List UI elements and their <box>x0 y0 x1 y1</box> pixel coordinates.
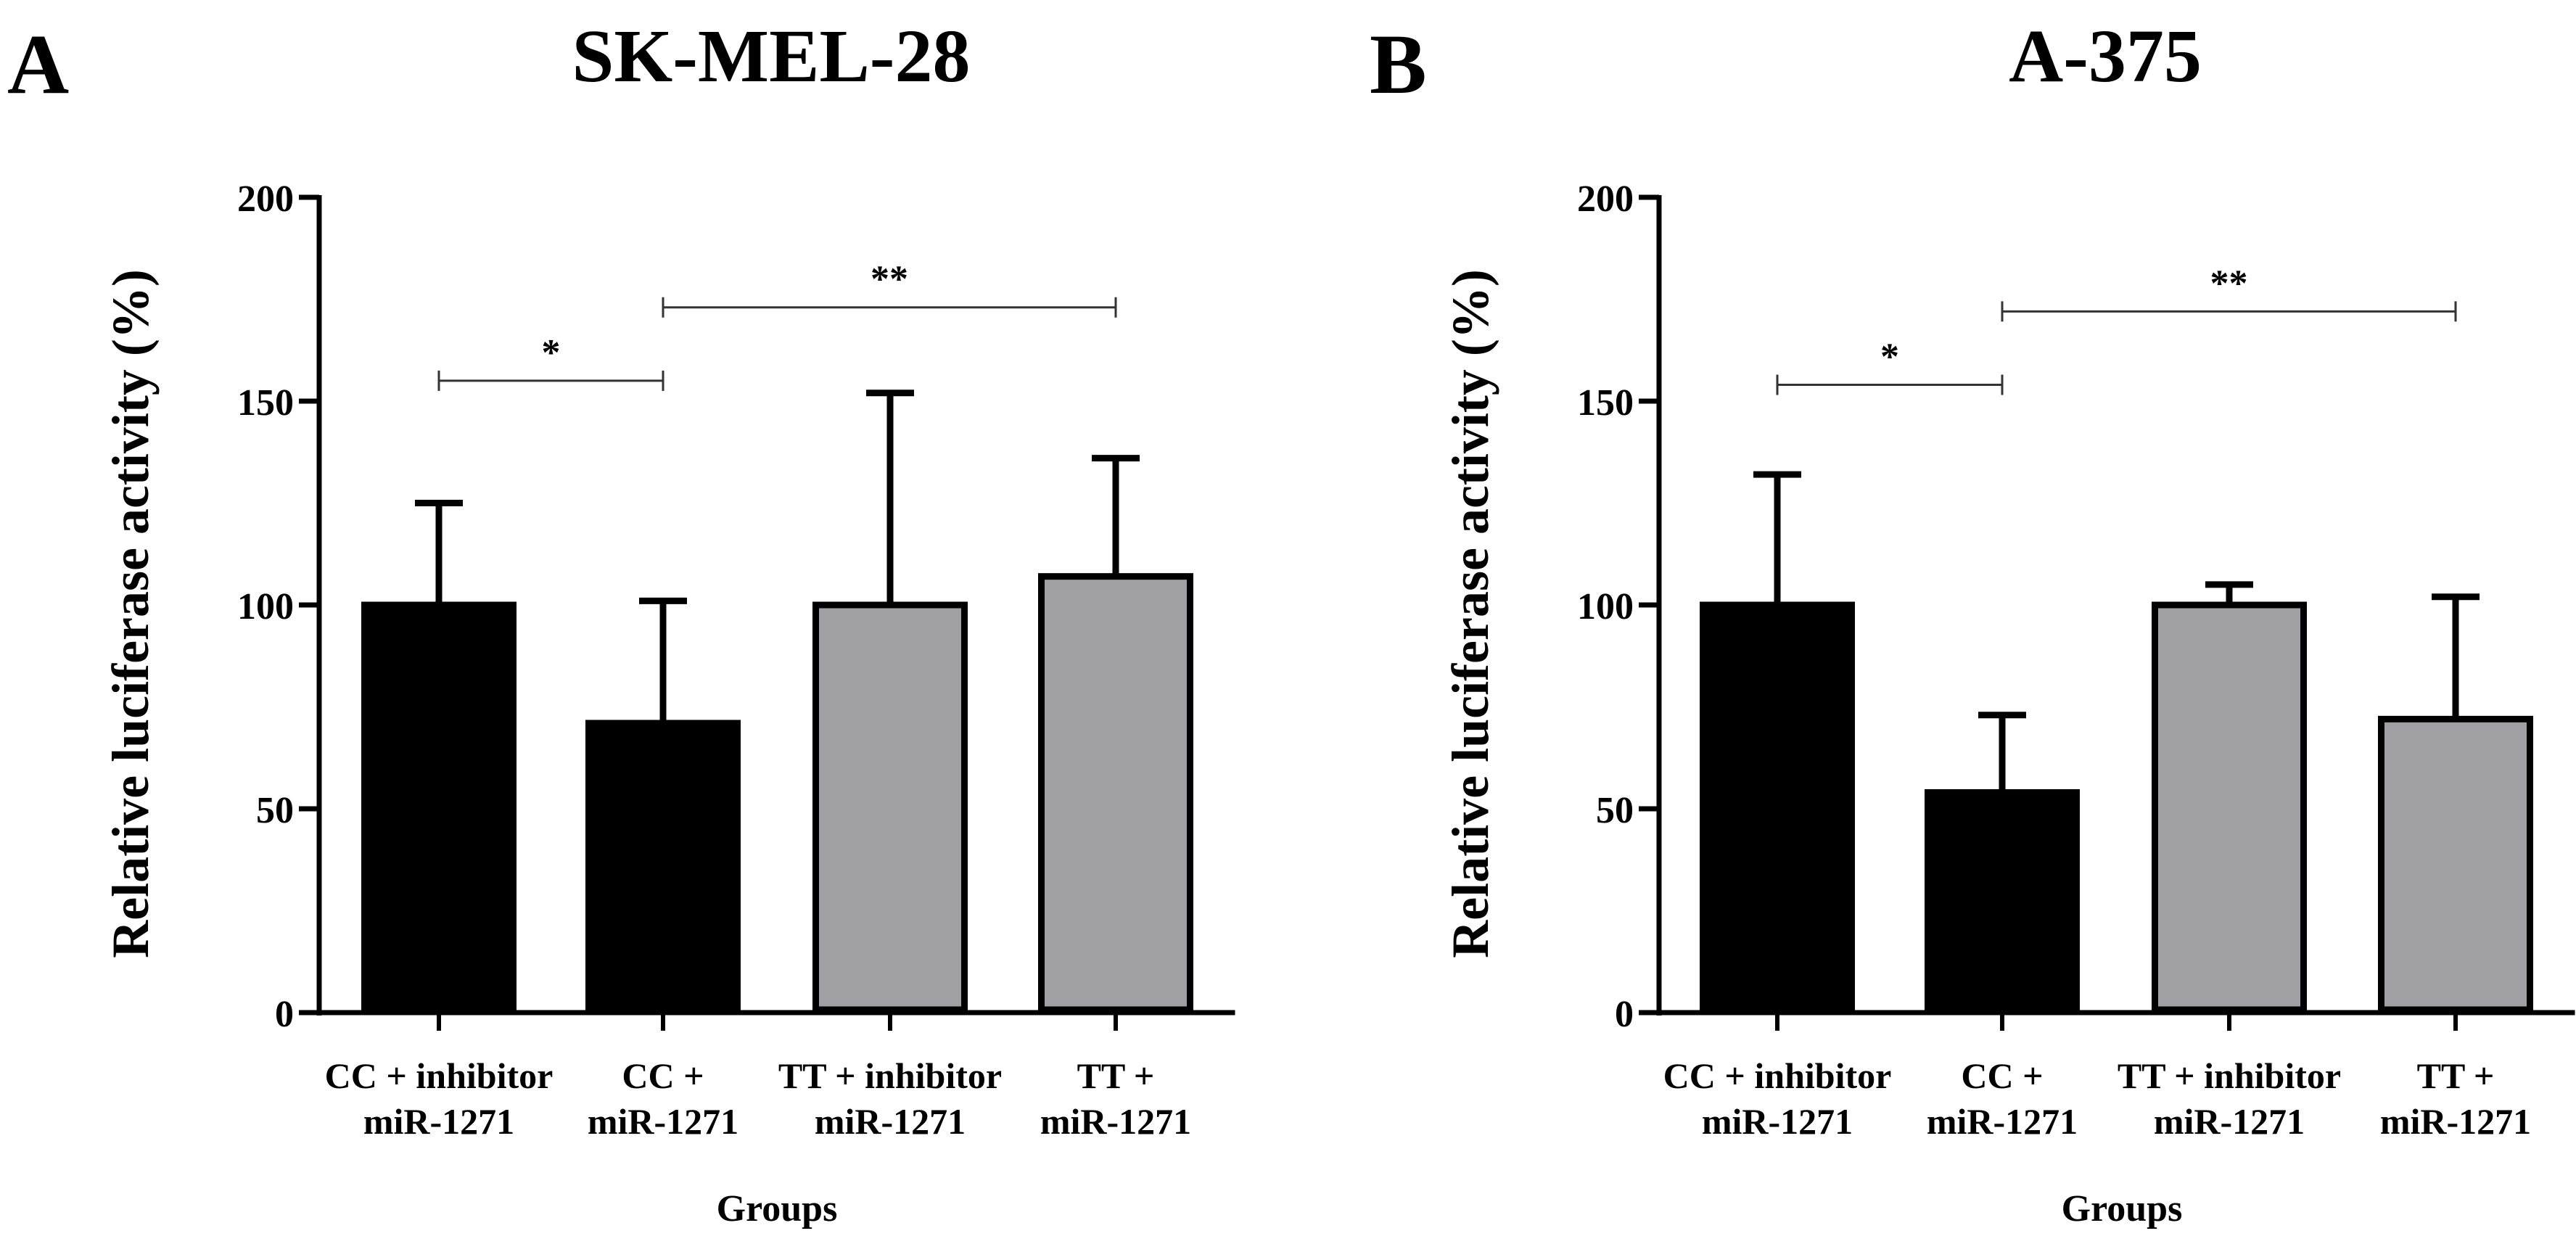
panel-b-chart: B A-375 0 50 100 150 200 Relative luciferase ac… <box>1370 15 2575 1229</box>
panel-b-y-tick-label: 50 <box>1596 790 1634 831</box>
panel-a-x-tick-label-4: TT + miR-1271 <box>1040 1055 1191 1142</box>
panel-b-x-tick-label-2: CC + miR-1271 <box>1927 1055 2078 1142</box>
panel-a-x-tick-label-3: TT + inhibitor miR-1271 <box>778 1055 1002 1142</box>
panel-b-x-tick-label-line: CC + <box>1961 1055 2043 1096</box>
panel-a-significance-label-1: * <box>542 332 561 374</box>
panel-b-x-tick-label-3: TT + inhibitor miR-1271 <box>2118 1055 2341 1142</box>
panel-b-x-tick-label-line: TT + inhibitor <box>2118 1055 2341 1096</box>
panel-b-x-tick-label-line: CC + inhibitor <box>1663 1055 1892 1096</box>
panel-a-y-tick-label: 100 <box>237 586 294 627</box>
panel-a-chart: A SK-MEL-28 0 50 100 150 200 Relative luciferas… <box>7 15 1235 1229</box>
panel-a-x-tick-label-line: miR-1271 <box>588 1101 738 1142</box>
panel-a-bar-1 <box>361 601 517 1013</box>
panel-a-title: SK-MEL-28 <box>572 15 971 98</box>
panel-b-y-tick-label: 100 <box>1577 586 1634 627</box>
panel-b-significance-label-1: * <box>1880 337 1899 378</box>
panel-b-y-tick-label: 150 <box>1577 382 1634 424</box>
panel-b-x-tick-label-line: TT + <box>2417 1055 2495 1096</box>
panel-b-bar-1 <box>1700 601 1855 1013</box>
panel-a-x-axis-label: Groups <box>717 1188 838 1229</box>
panel-a-bar-2 <box>585 720 741 1013</box>
panel-a-bar-3 <box>812 601 968 1013</box>
panel-b-bar-3 <box>2152 601 2307 1013</box>
panel-b-bar-2 <box>1925 789 2080 1013</box>
panel-b-y-tick-label: 200 <box>1577 178 1634 220</box>
panel-a-x-tick-label-line: CC + inhibitor <box>325 1055 554 1096</box>
panel-a-x-tick-label-1: CC + inhibitor miR-1271 <box>325 1055 554 1142</box>
panel-b-x-tick-label-4: TT + miR-1271 <box>2380 1055 2531 1142</box>
panel-a-y-axis-label: Relative luciferase activity (%) <box>102 269 160 958</box>
panel-a-letter: A <box>7 17 69 112</box>
panel-b-y-tick-label: 0 <box>1615 994 1634 1035</box>
panel-b-bar-4 <box>2378 715 2533 1013</box>
panel-a-y-tick-label: 200 <box>237 178 294 220</box>
panel-a-bar-4 <box>1038 573 1193 1013</box>
panel-b-x-axis-label: Groups <box>2062 1188 2183 1229</box>
panel-a-x-tick-label-2: CC + miR-1271 <box>588 1055 738 1142</box>
panel-b-significance-label-2: ** <box>2210 263 2248 304</box>
panel-a-x-tick-label-line: miR-1271 <box>1040 1101 1191 1142</box>
panel-b-x-tick-label-1: CC + inhibitor miR-1271 <box>1663 1055 1892 1142</box>
panel-a-x-tick-label-line: CC + <box>622 1055 704 1096</box>
panel-a-y-tick-label: 50 <box>256 790 294 831</box>
panel-a-y-tick-label: 0 <box>275 994 294 1035</box>
panel-b-y-axis-label: Relative luciferase activity (%) <box>1441 269 1499 958</box>
panel-a-significance-label-2: ** <box>871 259 908 300</box>
panel-b-x-tick-label-line: miR-1271 <box>2154 1101 2305 1142</box>
panel-b-x-tick-label-line: miR-1271 <box>2380 1101 2531 1142</box>
panel-b-letter: B <box>1370 17 1427 112</box>
panel-b-title: A-375 <box>2009 15 2202 98</box>
panel-a-x-tick-label-line: TT + <box>1077 1055 1155 1096</box>
panel-a-x-tick-label-line: TT + inhibitor <box>778 1055 1002 1096</box>
panel-a-x-tick-label-line: miR-1271 <box>815 1101 966 1142</box>
panel-b-x-tick-label-line: miR-1271 <box>1927 1101 2078 1142</box>
panel-b-x-tick-label-line: miR-1271 <box>1702 1101 1853 1142</box>
panel-a-x-tick-label-line: miR-1271 <box>363 1101 514 1142</box>
panel-a-y-tick-label: 150 <box>237 382 294 424</box>
